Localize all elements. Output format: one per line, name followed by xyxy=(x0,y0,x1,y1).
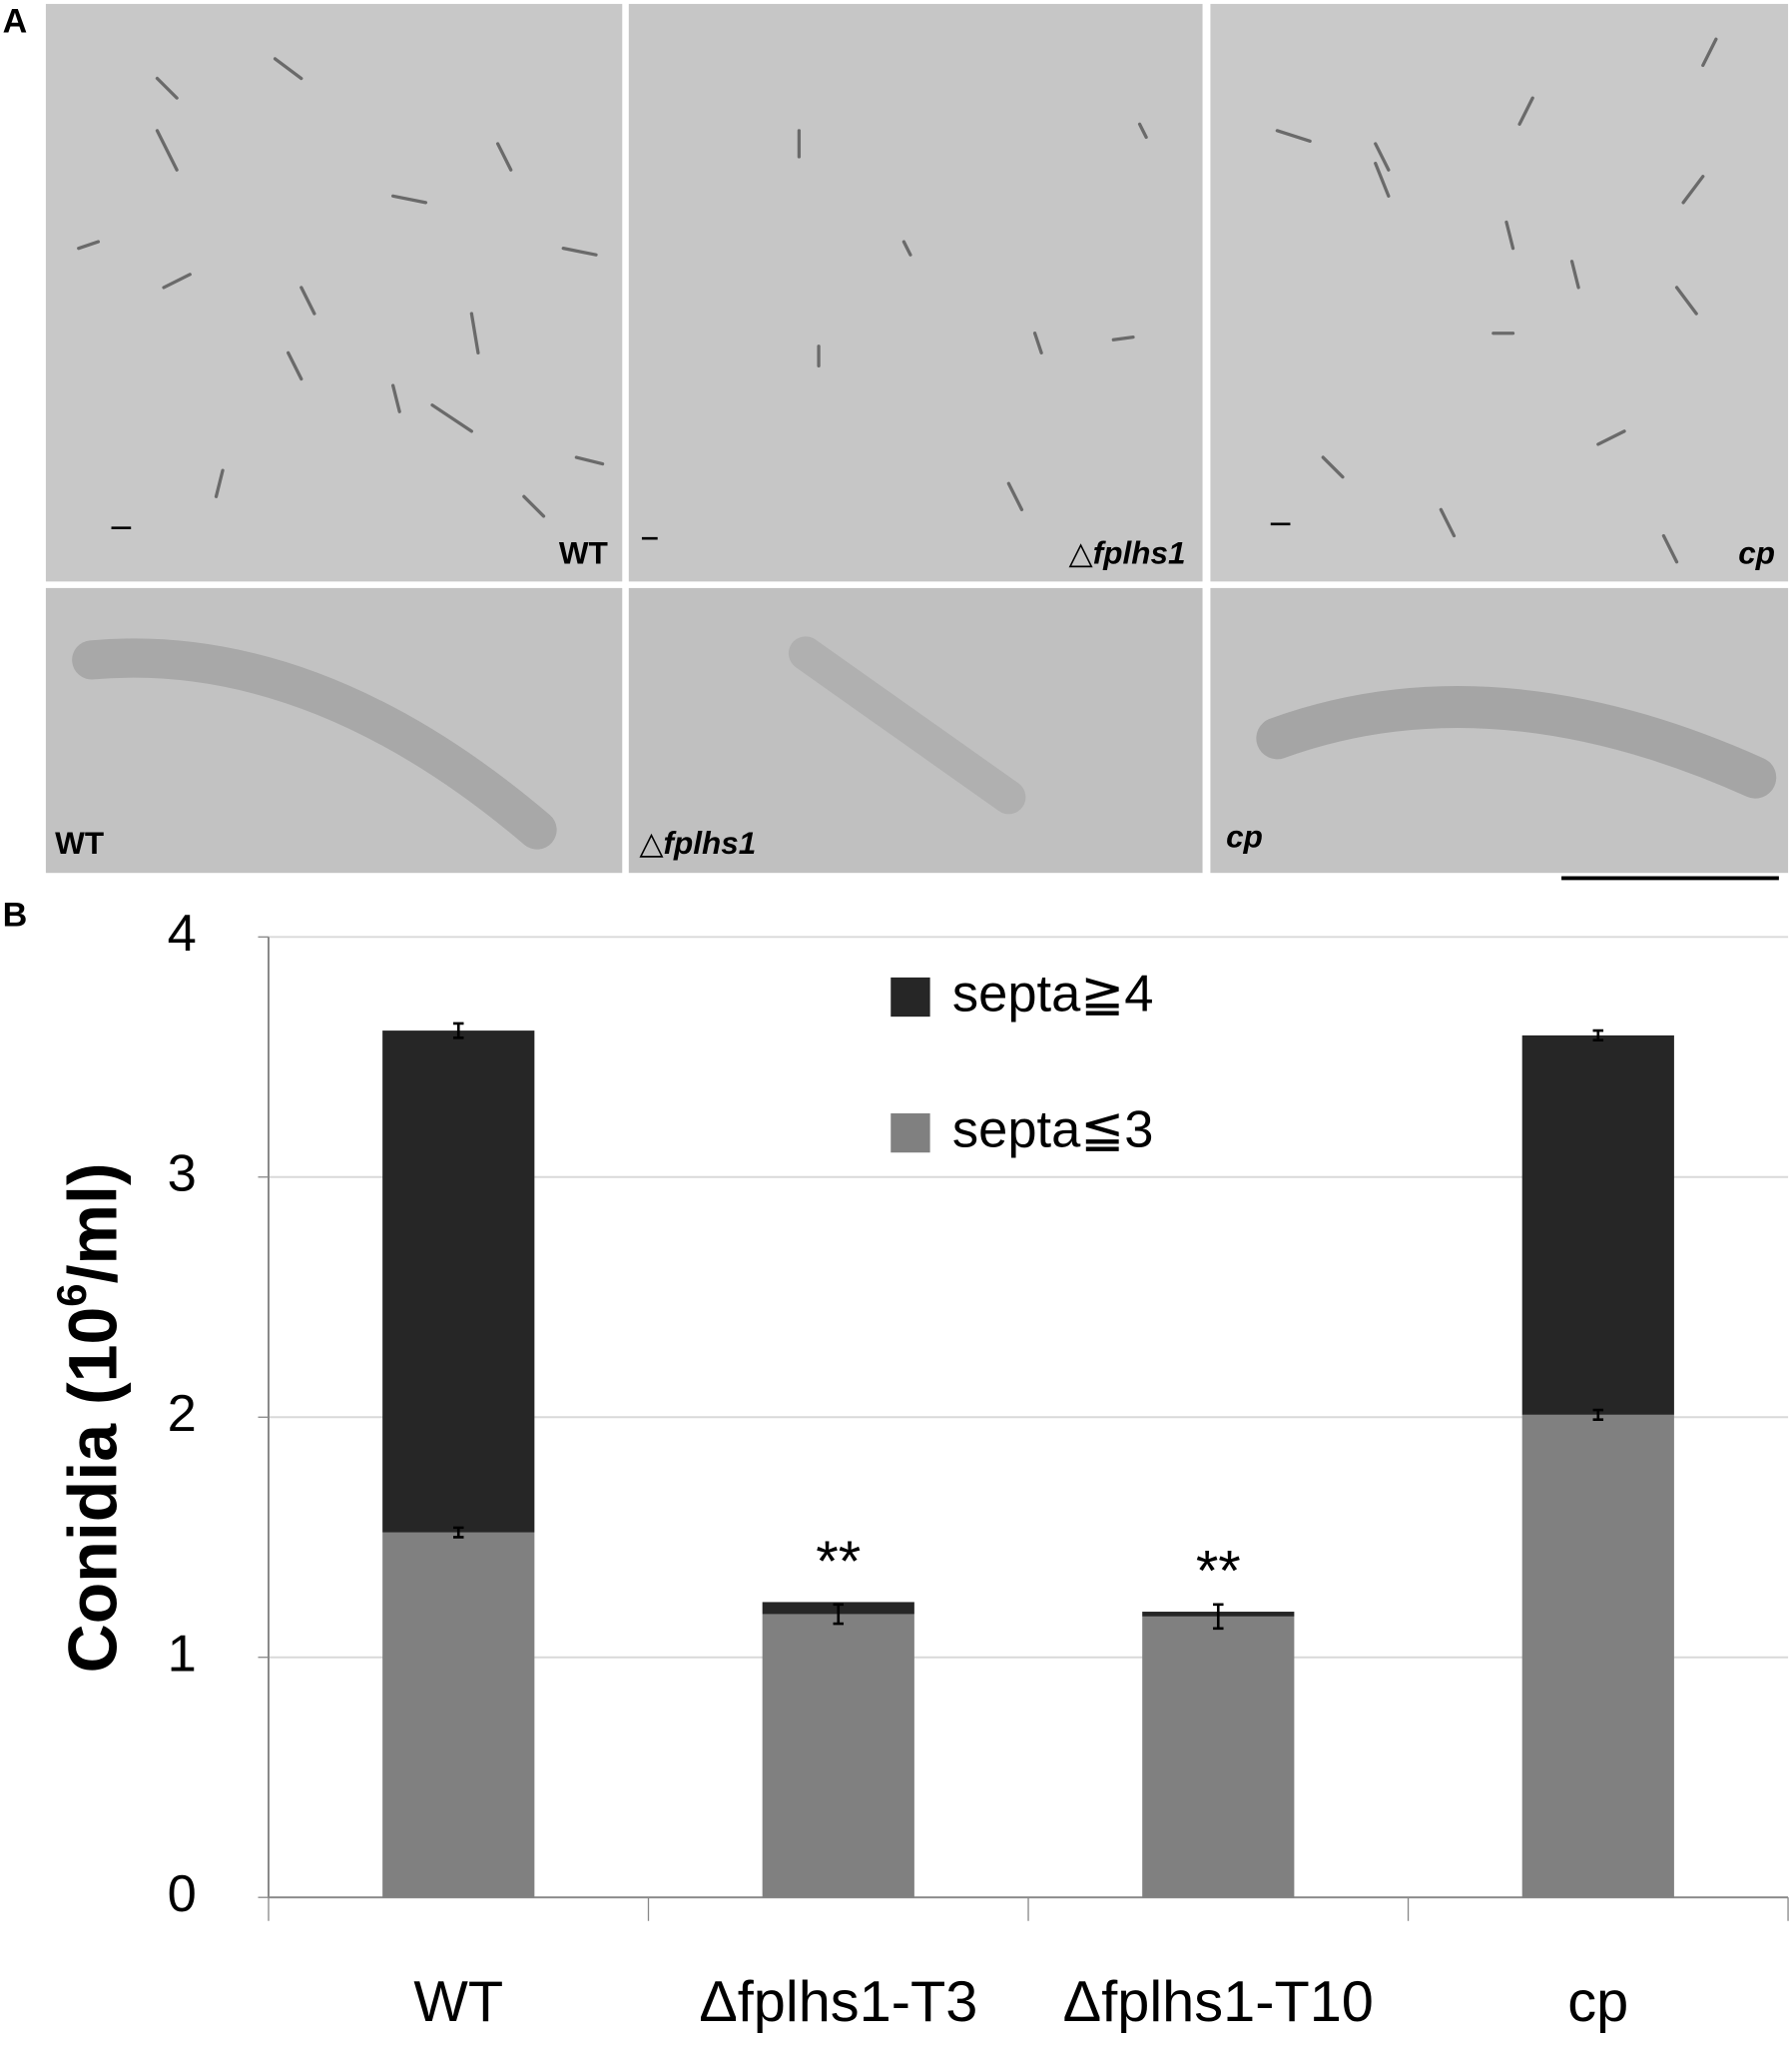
strain-label: △fplhs1 xyxy=(639,826,756,861)
bar-segment xyxy=(382,1532,535,1898)
legend-swatch xyxy=(891,1112,930,1153)
micrographs: WT △fplhs1 cp WT △fplhs1 cp xyxy=(45,3,1789,881)
y-tick-label: 2 xyxy=(168,1385,197,1443)
error-bar xyxy=(1213,1603,1224,1631)
bar-segment xyxy=(1521,1414,1674,1898)
strain-label: cp xyxy=(1738,536,1775,571)
panel-label: A xyxy=(3,3,28,41)
micrograph xyxy=(628,3,1203,582)
y-axis-title: Conidia (106/ml) xyxy=(48,1162,132,1673)
micrograph xyxy=(45,3,623,582)
strain-label: cp xyxy=(1226,820,1263,855)
bar-segment xyxy=(762,1614,914,1898)
y-label-sup: 6 xyxy=(48,1283,95,1306)
x-tick-label: Δfplhs1-T10 xyxy=(1063,1970,1374,2034)
strain-label: WT xyxy=(559,536,608,571)
strain-label: △fplhs1 xyxy=(1069,536,1186,571)
y-tick-label: 4 xyxy=(168,905,197,963)
y-tick-label: 0 xyxy=(168,1865,197,1923)
bar-segment xyxy=(382,1030,535,1533)
error-bar xyxy=(452,1526,464,1539)
error-bar xyxy=(452,1022,464,1039)
legend-label: septa≦3 xyxy=(952,1101,1154,1159)
strain-label: WT xyxy=(55,826,104,861)
micrograph xyxy=(1210,3,1789,582)
significance: ** xyxy=(816,1530,861,1594)
legend-label: septa≧4 xyxy=(952,965,1154,1023)
significance: ** xyxy=(1196,1540,1241,1604)
y-tick-label: 1 xyxy=(168,1626,197,1684)
x-tick-label: cp xyxy=(1567,1970,1628,2034)
error-bar xyxy=(1592,1408,1604,1421)
error-bar xyxy=(1592,1028,1604,1042)
y-label: /ml) xyxy=(55,1162,131,1283)
bar-segment xyxy=(1142,1616,1295,1898)
panel-label: B xyxy=(3,897,28,935)
legend-swatch xyxy=(891,977,930,1018)
x-tick-label: WT xyxy=(413,1970,503,2034)
bar-segment xyxy=(1521,1034,1674,1415)
error-bar xyxy=(833,1603,845,1626)
y-label: Conidia (10 xyxy=(55,1307,131,1674)
y-tick-label: 3 xyxy=(168,1145,197,1203)
conidia xyxy=(72,37,1777,850)
x-tick-label: Δfplhs1-T3 xyxy=(699,1970,977,2034)
